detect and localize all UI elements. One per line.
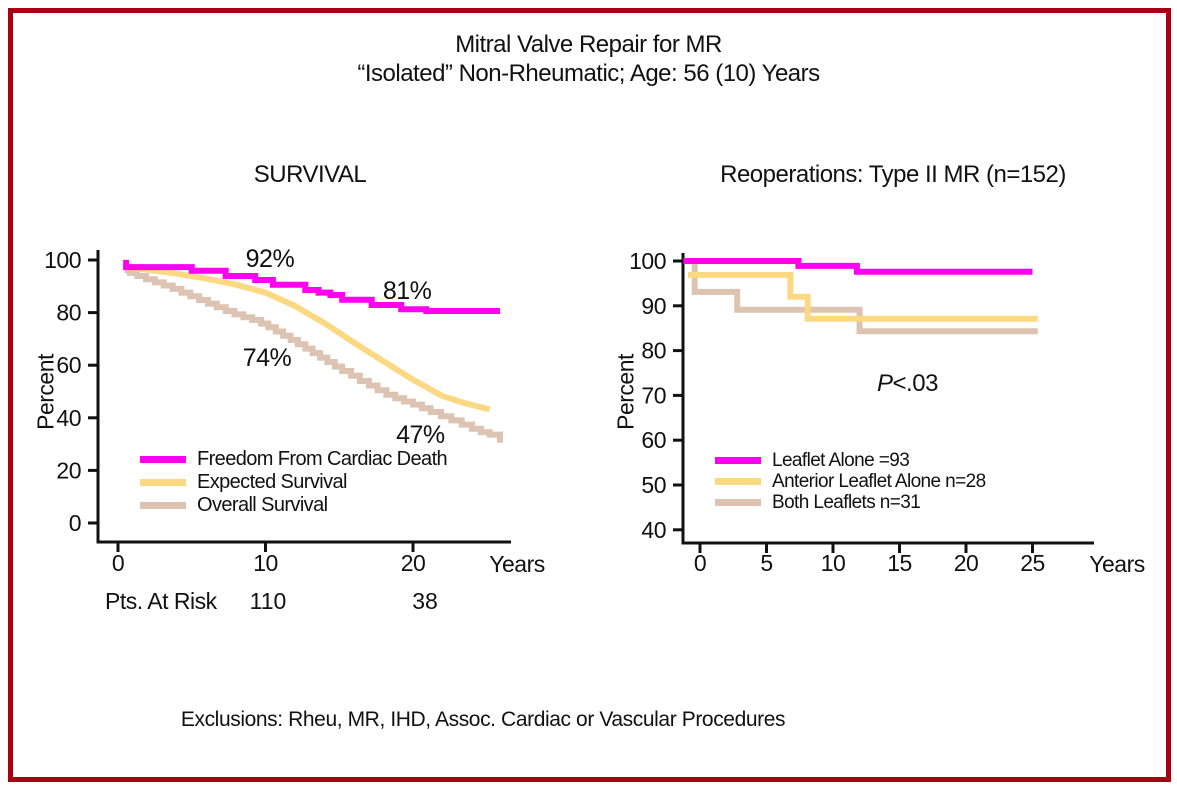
right-panel-title: Reoperations: Type II MR (n=152) [720, 161, 1066, 188]
patients-at-risk-20yr: 38 [412, 588, 438, 614]
right-x-axis-label: Years [1089, 551, 1145, 577]
patients-at-risk-label: Pts. At Risk [105, 588, 217, 614]
y-tick-label: 50 [641, 472, 666, 498]
y-tick-label: 60 [56, 352, 81, 378]
annotation: 74% [243, 344, 292, 372]
legend-item: Expected Survival [140, 471, 447, 494]
x-tick-label: 10 [821, 550, 846, 576]
x-tick-label: 15 [887, 550, 912, 576]
exclusions-note: Exclusions: Rheu, MR, IHD, Assoc. Cardia… [180, 708, 786, 731]
chart-survival: 0 20 40 60 80 100 0 10 20 92% 81% 74% 47% [44, 245, 511, 576]
patients-at-risk-10yr: 110 [249, 588, 287, 614]
y-tick-label: 70 [641, 382, 666, 408]
legend-item: Both Leaflets n=31 [715, 492, 986, 513]
legend-item: Overall Survival [140, 494, 447, 517]
curve-tan [691, 258, 1038, 335]
legend-label: Overall Survival [197, 494, 328, 516]
annotation: P<.03 [877, 370, 938, 397]
curve-tan [124, 267, 503, 443]
y-tick-label: 40 [56, 405, 81, 431]
annotation: 92% [246, 245, 295, 273]
curve-gold [123, 264, 491, 413]
left-panel-title: SURVIVAL [253, 161, 367, 188]
right-chart-legend: Leaflet Alone =93 Anterior Leaflet Alone… [715, 450, 986, 513]
figure-border [8, 8, 1171, 782]
legend-label: Freedom From Cardiac Death [197, 448, 448, 470]
y-tick-label: 100 [629, 248, 666, 274]
x-tick-label: 0 [112, 550, 124, 576]
legend-swatch-magenta [715, 457, 761, 464]
curve-gold [688, 271, 1038, 322]
right-y-axis-label: Percent [612, 354, 639, 430]
y-tick-label: 0 [69, 510, 81, 536]
legend-swatch-gold [140, 479, 186, 486]
legend-swatch-tan [140, 502, 186, 509]
chart-reoperations: 40 50 60 70 80 90 100 0 5 10 15 20 25 P<.03 [629, 248, 1094, 576]
legend-item: Freedom From Cardiac Death [140, 448, 448, 471]
curve-magenta [683, 258, 1033, 275]
legend-label: Expected Survival [197, 471, 347, 493]
y-tick-label: 40 [641, 517, 666, 543]
legend-label: Anterior Leaflet Alone n=28 [772, 470, 986, 492]
figure-title: Mitral Valve Repair for MR “Isolated” No… [0, 30, 1177, 88]
curve-magenta [123, 259, 500, 314]
y-tick-label: 80 [641, 338, 666, 364]
annotation: 81% [383, 277, 432, 305]
legend-swatch-magenta [140, 456, 186, 463]
annotation: 47% [396, 421, 445, 449]
x-tick-label: 5 [760, 550, 772, 576]
y-tick-label: 20 [56, 457, 81, 483]
legend-item: Anterior Leaflet Alone n=28 [715, 471, 986, 492]
y-tick-label: 90 [641, 293, 666, 319]
left-y-axis-label: Percent [32, 354, 59, 430]
left-chart-legend: Freedom From Cardiac Death Expected Surv… [140, 448, 448, 517]
legend-label: Leaflet Alone =93 [772, 449, 910, 471]
y-tick-label: 80 [56, 300, 81, 326]
x-tick-label: 10 [253, 550, 278, 576]
y-tick-label: 100 [44, 247, 81, 273]
legend-label: Both Leaflets n=31 [772, 491, 921, 513]
legend-item: Leaflet Alone =93 [715, 450, 986, 471]
x-tick-label: 25 [1020, 550, 1045, 576]
legend-swatch-gold [715, 478, 761, 485]
x-tick-label: 0 [694, 550, 706, 576]
x-tick-label: 20 [401, 550, 426, 576]
figure-title-line1: Mitral Valve Repair for MR [455, 31, 722, 58]
legend-swatch-tan [715, 499, 761, 506]
y-tick-label: 60 [641, 427, 666, 453]
figure-title-line2: “Isolated” Non-Rheumatic; Age: 56 (10) Y… [357, 60, 820, 87]
x-tick-label: 20 [954, 550, 979, 576]
left-x-axis-label: Years [489, 551, 545, 577]
